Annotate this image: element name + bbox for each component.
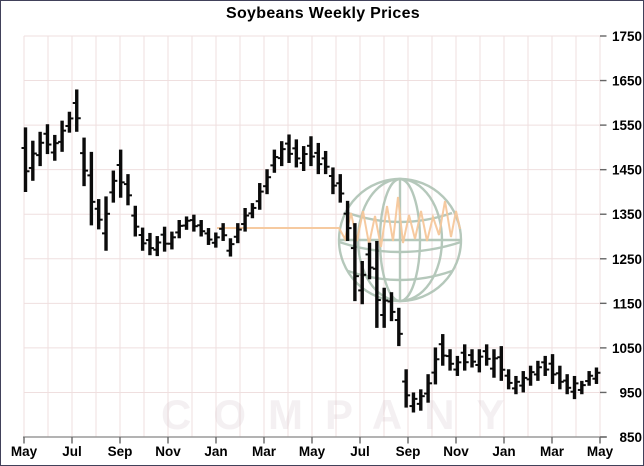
x-axis-label: Mar: [252, 444, 277, 459]
watermark-company-text: COMPANY: [161, 391, 527, 438]
price-bars: [21, 89, 601, 413]
x-axis-label: Jul: [350, 444, 370, 459]
x-axis-label: Jan: [492, 444, 515, 459]
y-axis-label: 1050: [612, 341, 642, 356]
watermark: COMPANY: [161, 177, 527, 438]
x-axis-label: Nov: [155, 444, 181, 459]
x-axis-label: Sep: [108, 444, 133, 459]
y-axis-label: 850: [619, 430, 642, 445]
page-title: Soybeans Weekly Prices: [226, 5, 420, 22]
y-axis-label: 1350: [612, 207, 642, 222]
x-axis-label: Nov: [443, 444, 469, 459]
x-axis-label: Mar: [540, 444, 565, 459]
y-axis-label: 950: [619, 385, 642, 400]
x-axis-label: May: [11, 444, 38, 459]
x-axis-label: May: [299, 444, 326, 459]
x-axis-label: Sep: [396, 444, 421, 459]
y-axis-label: 1250: [612, 252, 642, 267]
x-axis-label: Jul: [62, 444, 82, 459]
y-axis-label: 1150: [613, 296, 642, 311]
x-axis-label: Jan: [204, 444, 227, 459]
y-axis-label: 1650: [612, 74, 642, 89]
gridlines: [23, 35, 601, 438]
y-axis-label: 1450: [612, 163, 642, 178]
x-axis-label: May: [587, 444, 614, 459]
axis-labels: May Jul Sep Nov Jan Mar May Jul Sep Nov Jan Mar May 1…: [11, 29, 642, 459]
y-axis-label: 1550: [612, 118, 642, 133]
y-axis-label: 1750: [612, 29, 642, 44]
axes: [23, 35, 607, 444]
